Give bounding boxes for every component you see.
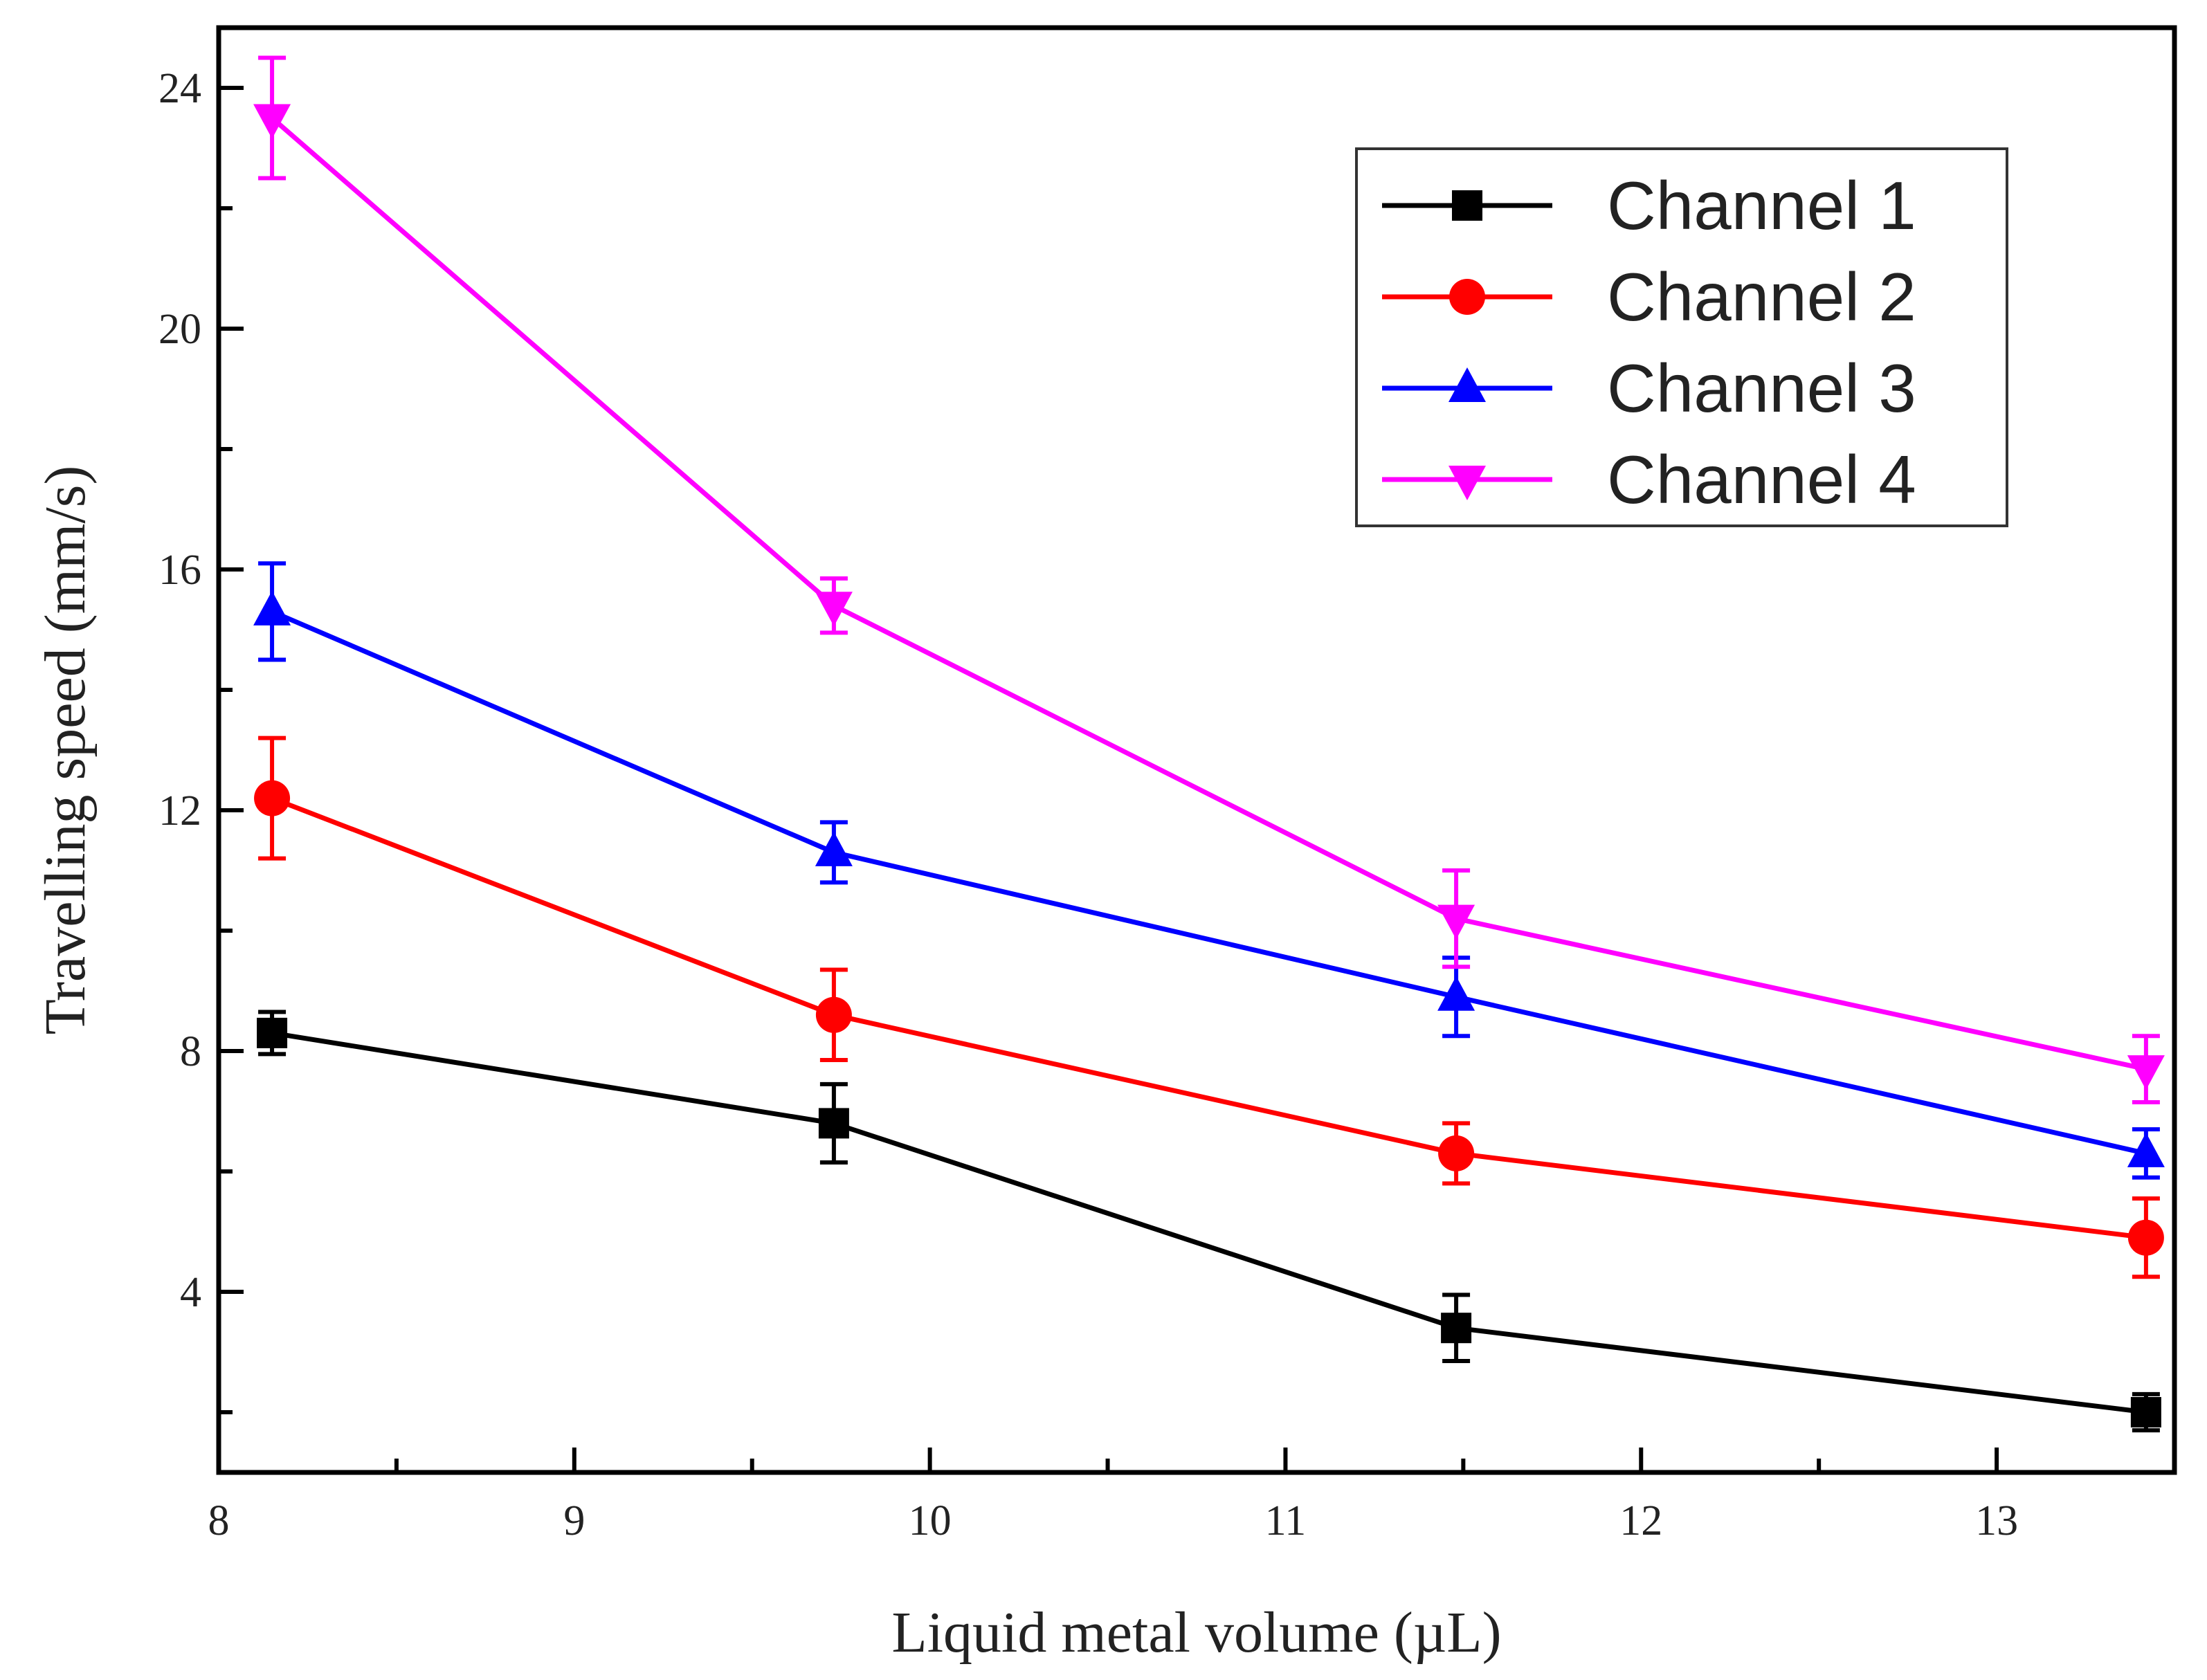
data-point <box>815 592 853 627</box>
plot-frame <box>216 25 2177 1475</box>
data-point <box>815 996 852 1033</box>
legend: Channel 1 Channel 2 Channel 3 Channel 4 <box>1355 147 2008 527</box>
series-line <box>271 609 2147 1156</box>
y-tick-label: 12 <box>158 787 201 834</box>
legend-item-channel-3: Channel 3 <box>1382 350 1916 426</box>
data-point <box>1437 904 1475 940</box>
series-channel-4 <box>253 55 2165 1104</box>
legend-marker <box>1448 367 1486 402</box>
x-tick-label: 9 <box>563 1497 585 1544</box>
y-tick-label: 20 <box>158 306 201 353</box>
x-axis-title: Liquid metal volume (µL) <box>891 1600 1501 1665</box>
data-point <box>2127 1132 2165 1167</box>
y-axis-title: Travelling speed (mm/s) <box>33 466 98 1035</box>
data-point <box>815 831 853 866</box>
y-tick-label: 8 <box>180 1028 201 1075</box>
axes-layer: 8 9 10 11 12 13 4 8 12 16 20 24 <box>158 65 2177 1544</box>
series-line <box>270 116 2147 1072</box>
series-line <box>271 1030 2147 1415</box>
data-point <box>1438 1135 1475 1171</box>
y-tick-label: 24 <box>158 65 201 112</box>
legend-label: Channel 4 <box>1607 441 1916 518</box>
data-point <box>818 1108 849 1139</box>
data-point <box>2127 1055 2165 1090</box>
data-point <box>254 780 291 816</box>
x-tick-label: 12 <box>1619 1497 1662 1544</box>
series-channel-1 <box>257 1010 2161 1433</box>
legend-marker <box>1448 466 1486 500</box>
series-line <box>271 796 2147 1241</box>
x-tick-label: 8 <box>208 1497 230 1544</box>
x-tick-label: 13 <box>1975 1497 2018 1544</box>
legend-marker <box>1452 190 1482 221</box>
legend-item-channel-2: Channel 2 <box>1382 259 1916 335</box>
legend-label: Channel 3 <box>1607 350 1916 426</box>
legend-item-channel-4: Channel 4 <box>1382 441 1916 518</box>
legend-marker <box>1449 279 1485 315</box>
data-point <box>1441 1313 1472 1344</box>
legend-label: Channel 2 <box>1607 259 1916 335</box>
data-point <box>1437 976 1475 1011</box>
legend-item-channel-1: Channel 1 <box>1382 167 1916 244</box>
series-layer <box>253 55 2165 1433</box>
data-point <box>253 104 291 139</box>
series-channel-2 <box>254 736 2164 1279</box>
series-channel-3 <box>253 561 2165 1180</box>
data-point <box>2130 1397 2161 1427</box>
x-tick-label: 11 <box>1265 1497 1307 1544</box>
y-tick-label: 4 <box>180 1269 201 1316</box>
data-point <box>257 1017 288 1048</box>
x-tick-label: 10 <box>909 1497 952 1544</box>
y-tick-label: 16 <box>158 547 201 594</box>
legend-label: Channel 1 <box>1607 167 1916 244</box>
data-point <box>253 590 291 626</box>
data-point <box>2127 1219 2164 1256</box>
